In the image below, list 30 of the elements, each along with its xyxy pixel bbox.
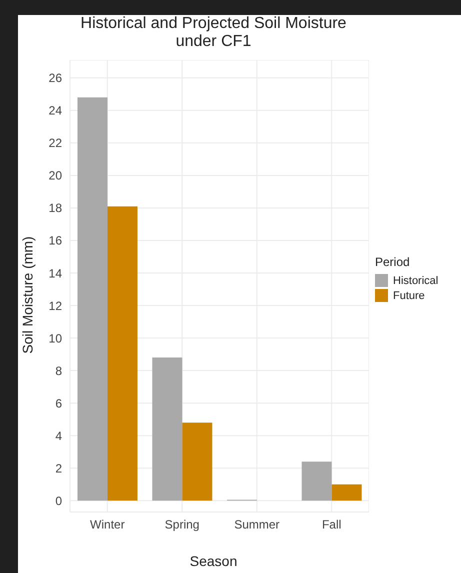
x-tick-label: Summer [234,518,280,532]
x-tick-label: Fall [322,518,342,532]
bar [182,422,212,501]
y-tick-label: 24 [48,104,62,118]
y-tick-label: 16 [48,234,62,248]
legend-label: Future [393,290,425,302]
y-tick-label: 6 [55,396,62,410]
legend-label: Historical [393,274,438,286]
y-tick-label: 14 [48,266,62,280]
y-axis-title: Soil Moisture (mm) [20,236,36,354]
x-tick-label: Spring [164,518,200,532]
chart-title: Historical and Projected Soil Moisture under CF1 [80,15,348,51]
y-tick-label: 4 [55,428,62,443]
y-tick-label: 12 [48,298,62,313]
bar [77,97,108,501]
y-tick-label: 26 [48,71,62,86]
bar [152,358,182,501]
y-tick-label: 10 [48,331,62,346]
x-axis-title: Season [188,553,238,569]
bar [332,484,362,501]
y-tick-label: 0 [55,494,62,508]
legend-title: Period [375,255,411,269]
bar [107,206,138,501]
y-tick-label: 22 [48,136,62,150]
x-tick-label: Winter [90,518,125,532]
y-tick-label: 8 [55,364,62,378]
y-tick-label: 2 [55,461,62,476]
bar [302,462,332,501]
y-tick-label: 20 [48,168,62,183]
y-tick-label: 18 [48,201,62,216]
